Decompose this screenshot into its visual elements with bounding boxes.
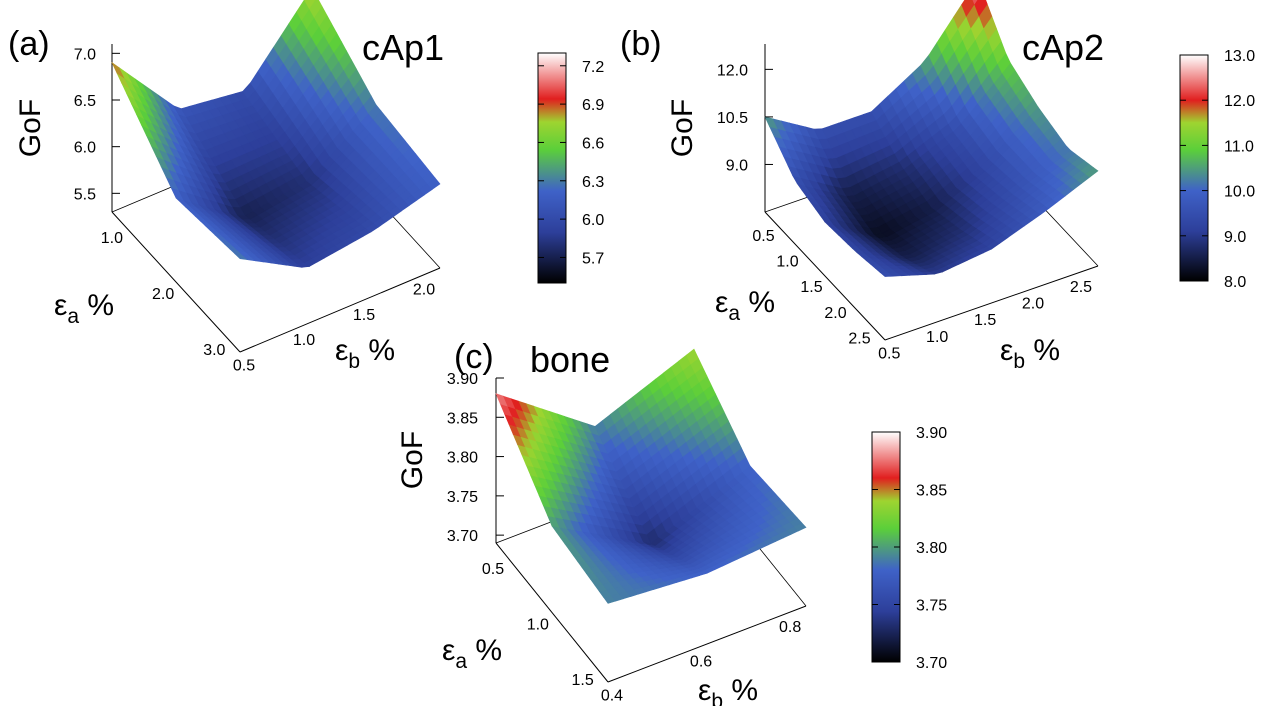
colorbar-tick-label: 3.90 bbox=[916, 425, 947, 442]
b-tick-label: 0.5 bbox=[878, 346, 900, 363]
a-tick-label: 1.0 bbox=[101, 230, 123, 247]
z-axis-label: GoF bbox=[14, 99, 47, 157]
colorbar-tick-label: 12.0 bbox=[1224, 93, 1255, 110]
b-tick-label: 1.5 bbox=[353, 307, 375, 324]
colorbar-tick-label: 13.0 bbox=[1224, 48, 1255, 65]
b-tick-label: 2.0 bbox=[413, 282, 435, 299]
epsilon-b-axis-label: εb % bbox=[335, 334, 395, 373]
panel-label: (c) bbox=[454, 338, 494, 376]
a-axis-line bbox=[764, 211, 886, 341]
z-axis-label: GoF bbox=[666, 99, 699, 157]
panel-title: cAp2 bbox=[1022, 27, 1104, 68]
a-tick-label: 2.0 bbox=[152, 286, 174, 303]
colorbar-tick-label: 9.0 bbox=[1224, 229, 1246, 246]
b-tick-label: 0.8 bbox=[779, 619, 801, 636]
a-tick-label: 2.5 bbox=[848, 330, 870, 347]
epsilon-a-axis-label: εa % bbox=[715, 286, 775, 325]
colorbar bbox=[1179, 54, 1209, 282]
colorbar-tick-label: 3.70 bbox=[916, 655, 947, 672]
colorbar-tick-label: 3.75 bbox=[916, 598, 947, 615]
colorbar-tick-label: 6.9 bbox=[582, 97, 604, 114]
surface-b bbox=[764, 0, 1099, 277]
a-tick-label: 1.5 bbox=[800, 279, 822, 296]
panel-b: 12.010.59.00.51.01.52.02.50.51.01.52.02.… bbox=[620, 0, 1255, 373]
a-tick-label: 0.5 bbox=[482, 561, 504, 578]
colorbar bbox=[537, 52, 567, 284]
z-tick-label: 9.0 bbox=[726, 157, 748, 174]
b-tick-label: 0.5 bbox=[233, 357, 255, 374]
b-tick-label: 1.0 bbox=[926, 329, 948, 346]
z-tick-label: 3.75 bbox=[447, 489, 478, 506]
z-tick-label: 3.90 bbox=[447, 371, 478, 388]
colorbar-tick-label: 11.0 bbox=[1224, 138, 1254, 155]
epsilon-a-axis-label: εa % bbox=[442, 634, 502, 673]
a-tick-label: 1.5 bbox=[572, 672, 594, 689]
surface-cell bbox=[974, 0, 988, 17]
colorbar-tick-label: 6.0 bbox=[582, 212, 604, 229]
b-tick-label: 0.6 bbox=[690, 653, 712, 670]
surface-cell bbox=[304, 0, 316, 10]
colorbar-tick-label: 3.80 bbox=[916, 540, 947, 557]
a-tick-label: 0.5 bbox=[752, 228, 774, 245]
panel-title: cAp1 bbox=[362, 27, 444, 68]
colorbar-tick-label: 6.6 bbox=[582, 135, 604, 152]
z-tick-label: 6.5 bbox=[74, 93, 96, 110]
colorbar-tick-label: 8.0 bbox=[1224, 274, 1246, 291]
b-tick-label: 2.0 bbox=[1022, 296, 1044, 313]
b-axis-line bbox=[884, 265, 1099, 341]
colorbar-tick-label: 10.0 bbox=[1224, 184, 1255, 201]
z-tick-label: 5.5 bbox=[74, 186, 96, 203]
b-axis-line bbox=[239, 267, 441, 353]
surface-c bbox=[495, 348, 807, 604]
surface-cell bbox=[686, 348, 699, 365]
panel-title: bone bbox=[530, 339, 610, 380]
colorbar-tick-label: 7.2 bbox=[582, 59, 604, 76]
z-tick-label: 3.70 bbox=[447, 528, 478, 545]
colorbar-tick-label: 5.7 bbox=[582, 250, 604, 267]
z-tick-label: 3.85 bbox=[447, 410, 478, 427]
z-tick-label: 3.80 bbox=[447, 450, 478, 467]
a-tick-label: 3.0 bbox=[203, 342, 225, 359]
colorbar-tick-label: 6.3 bbox=[582, 174, 604, 191]
a-tick-label: 2.0 bbox=[824, 305, 846, 322]
b-tick-label: 2.5 bbox=[1070, 279, 1092, 296]
b-tick-label: 0.4 bbox=[601, 687, 623, 704]
surface-cell bbox=[972, 0, 978, 5]
z-tick-label: 10.5 bbox=[717, 110, 748, 127]
a-tick-label: 1.0 bbox=[527, 617, 549, 634]
a-tick-label: 1.0 bbox=[776, 254, 798, 271]
colorbar-tick-label: 3.85 bbox=[916, 483, 947, 500]
b-tick-label: 1.0 bbox=[293, 332, 315, 349]
z-axis-label: GoF bbox=[396, 431, 429, 489]
a-axis-line bbox=[495, 542, 609, 683]
panel-c: 3.903.853.803.753.700.51.01.50.40.60.8(c… bbox=[396, 338, 947, 706]
surface-a bbox=[111, 0, 441, 268]
epsilon-b-axis-label: εb % bbox=[698, 674, 758, 706]
panel-label: (a) bbox=[8, 25, 50, 63]
z-tick-label: 12.0 bbox=[717, 62, 748, 79]
epsilon-a-axis-label: εa % bbox=[54, 289, 114, 328]
epsilon-b-axis-label: εb % bbox=[1000, 334, 1060, 373]
z-tick-label: 6.0 bbox=[74, 140, 96, 157]
a-axis-line bbox=[111, 211, 241, 353]
b-tick-label: 1.5 bbox=[974, 312, 996, 329]
panel-a: 7.0 6.5 6.0 5.5 1.0 2.0 3.0 0.5 1.0 1.5 2.0 (a) cAp1… bbox=[8, 0, 604, 374]
b-axis-line bbox=[607, 605, 807, 683]
panel-label: (b) bbox=[620, 25, 662, 63]
z-tick-label: 7.0 bbox=[74, 46, 96, 63]
